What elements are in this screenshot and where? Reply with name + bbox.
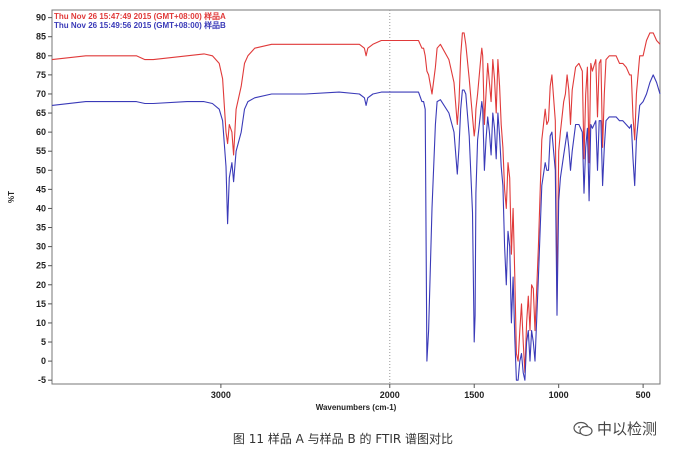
x-tick-label: 2000 <box>380 390 400 400</box>
y-axis-title: %T <box>7 191 16 203</box>
watermark: 中以检测 <box>573 418 657 439</box>
y-axis: -5 0 5 10 15 20 25 30 35 40 45 50 55 60 65 70 75 80 85 90 <box>36 13 52 385</box>
y-tick-label: 75 <box>36 70 46 80</box>
chart-svg: -5 0 5 10 15 20 25 30 35 40 45 50 55 60 65 70 75 80 85 90 3… <box>7 9 661 412</box>
legend-entry-b: Thu Nov 26 15:49:56 2015 (GMT+08:00) 样品B <box>54 20 226 30</box>
wechat-icon <box>573 421 593 436</box>
y-tick-label: 55 <box>36 146 46 156</box>
x-axis: 3000 2000 1500 1000 500 <box>211 384 651 400</box>
x-axis-title: Wavenumbers (cm-1) <box>316 403 397 412</box>
figure-caption: 图 11 样品 A 与样品 B 的 FTIR 谱图对比 <box>232 432 454 446</box>
series-layer <box>51 32 661 381</box>
y-tick-label: 85 <box>36 32 46 42</box>
x-tick-label: 1500 <box>464 390 484 400</box>
ftir-chart: -5 0 5 10 15 20 25 30 35 40 45 50 55 60 65 70 75 80 85 90 3… <box>7 9 661 412</box>
y-tick-label: -5 <box>38 375 46 385</box>
y-tick-label: 70 <box>36 89 46 99</box>
watermark-text: 中以检测 <box>597 420 658 438</box>
x-tick-label: 1000 <box>549 390 569 400</box>
y-tick-label: 80 <box>36 51 46 61</box>
y-tick-label: 65 <box>36 108 46 118</box>
y-tick-label: 90 <box>36 13 46 23</box>
legend: Thu Nov 26 15:47:49 2015 (GMT+08:00) 样品A… <box>54 11 226 30</box>
y-tick-label: 20 <box>36 280 46 290</box>
y-tick-label: 10 <box>36 318 46 328</box>
plot-area <box>51 9 661 385</box>
y-tick-label: 25 <box>36 261 46 271</box>
y-tick-label: 15 <box>36 299 46 309</box>
y-tick-label: 0 <box>41 356 46 366</box>
x-tick-label: 3000 <box>211 390 231 400</box>
y-tick-label: 30 <box>36 242 46 252</box>
legend-entry-a: Thu Nov 26 15:47:49 2015 (GMT+08:00) 样品A <box>54 11 226 21</box>
x-tick-label: 500 <box>636 390 651 400</box>
plot-border <box>51 9 661 385</box>
y-tick-label: 50 <box>36 165 46 175</box>
y-tick-label: 35 <box>36 223 46 233</box>
y-tick-label: 45 <box>36 184 46 194</box>
series-line-b <box>51 74 661 381</box>
series-line-a <box>51 32 661 374</box>
y-tick-label: 60 <box>36 127 46 137</box>
y-tick-label: 5 <box>41 337 46 347</box>
y-tick-label: 40 <box>36 203 46 213</box>
